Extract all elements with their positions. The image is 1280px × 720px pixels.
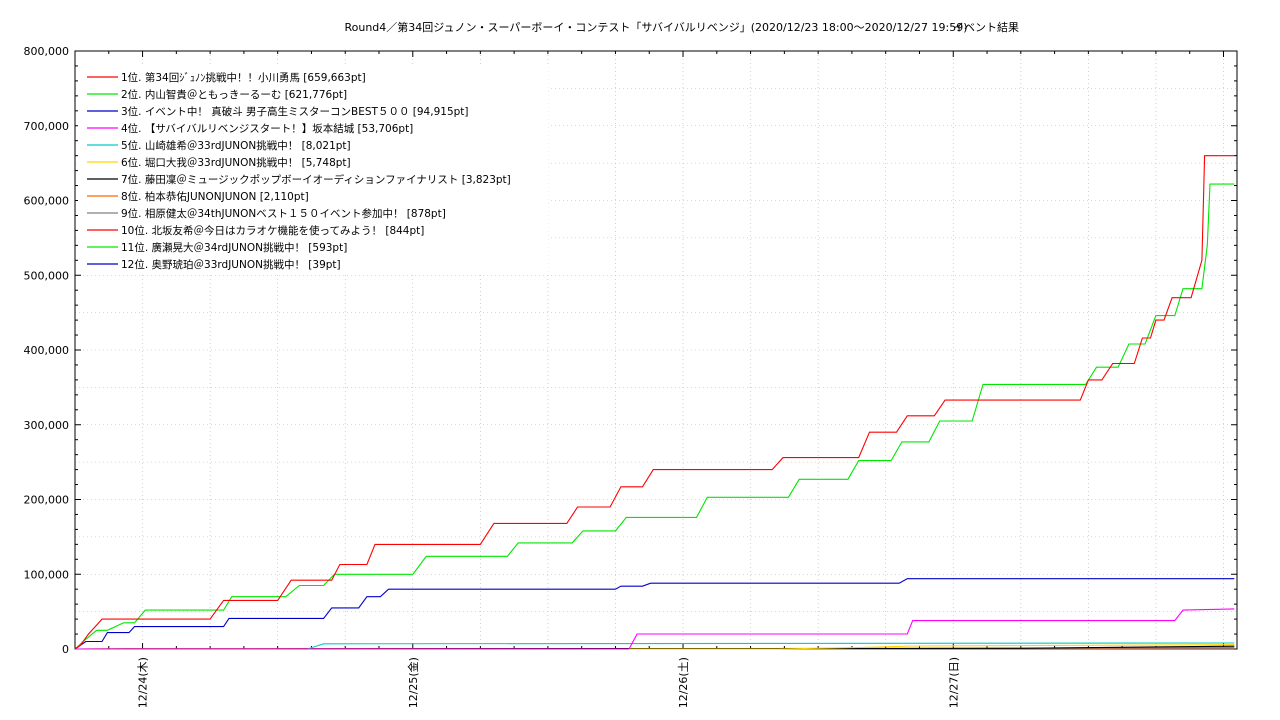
legend-label: 12位. 奥野琥珀＠33rdJUNON挑戦中！ [39pt] — [121, 258, 341, 271]
y-tick-label: 0 — [62, 643, 69, 656]
x-tick-label: 12/26(土) — [677, 657, 690, 708]
legend-label: 2位. 内山智貴＠ともっきーるーむ [621,776pt] — [121, 88, 347, 101]
legend-label: 8位. 柏本恭佑JUNONJUNON [2,110pt] — [121, 190, 309, 203]
legend-label: 10位. 北坂友希＠今日はカラオケ機能を使ってみよう！ [844pt] — [121, 224, 424, 237]
legend-label: 3位. イベント中！ 真破斗 男子高生ミスターコンBEST５００ [94,915… — [121, 105, 469, 118]
legend-label: 4位. 【サバイバルリベンジスタート！】坂本結城 [53,706pt] — [121, 122, 413, 135]
x-tick-label: 12/24(木) — [137, 657, 150, 708]
legend-label: 6位. 堀口大我＠33rdJUNON挑戦中！ [5,748pt] — [121, 156, 351, 169]
y-tick-label: 400,000 — [24, 344, 70, 357]
chart-subtitle: イベント結果 — [953, 20, 1019, 34]
y-tick-label: 100,000 — [24, 568, 70, 581]
legend: 1位. 第34回ｼﾞｭﾉﾝ挑戦中！！小川勇馬 [659,663pt] 2位. 内山… — [78, 64, 548, 274]
series-line — [74, 155, 1235, 650]
legend-label: 9位. 相原健太＠34thJUNONベスト１５０イベント参加中！ [878pt] — [121, 207, 446, 220]
y-tick-label: 800,000 — [24, 45, 70, 58]
y-tick-label: 700,000 — [24, 120, 70, 133]
legend-label: 7位. 藤田凜＠ミュージックポップボーイオーディションファイナリスト [3,82… — [121, 173, 511, 186]
grid — [75, 51, 1237, 649]
y-tick-label: 200,000 — [24, 494, 70, 507]
legend-label: 5位. 山崎雄希＠33rdJUNON挑戦中！ [8,021pt] — [121, 139, 351, 152]
series-line — [75, 608, 1235, 650]
x-tick-label: 12/25(金) — [406, 657, 420, 708]
y-tick-label: 500,000 — [24, 269, 70, 282]
series-line — [74, 183, 1235, 650]
legend-background — [78, 64, 548, 274]
x-tick-label: 12/27(日) — [947, 657, 960, 708]
legend-label: 1位. 第34回ｼﾞｭﾉﾝ挑戦中！！小川勇馬 [659,663pt] — [121, 71, 366, 84]
y-tick-label: 300,000 — [24, 419, 70, 432]
chart-title: Round4／第34回ジュノン・スーパーボーイ・コンテスト「サバイバルリベンジ」… — [344, 20, 967, 34]
series-lines — [74, 155, 1235, 650]
series-line — [74, 578, 1235, 650]
y-tick-label: 600,000 — [24, 195, 70, 208]
legend-label: 11位. 廣瀬晃大＠34rdJUNON挑戦中！ [593pt] — [121, 241, 347, 254]
